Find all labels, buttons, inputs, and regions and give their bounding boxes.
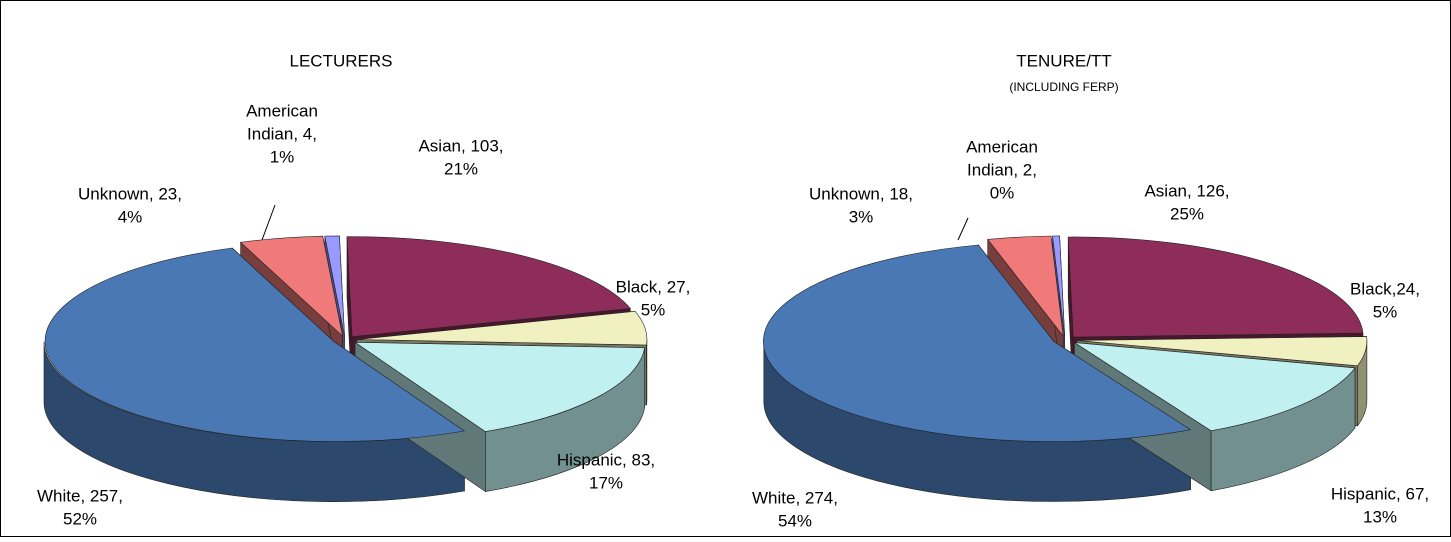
data-label: Asian, 103,: [418, 136, 503, 155]
data-label: Black,24,: [1350, 279, 1420, 298]
chart-title: TENURE/TT: [1016, 51, 1111, 70]
data-label: 54%: [778, 511, 812, 530]
data-label: 21%: [444, 159, 478, 178]
chart-title: LECTURERS: [290, 51, 393, 70]
data-label: White, 257,: [37, 486, 123, 505]
data-label: Black, 27,: [616, 277, 691, 296]
data-label: 5%: [1373, 302, 1398, 321]
data-label: 13%: [1363, 507, 1397, 526]
data-label: 17%: [589, 473, 623, 492]
data-label: Indian, 4,: [247, 124, 317, 143]
chart-subtitle: (INCLUDING FERP): [1009, 80, 1118, 94]
data-label: 5%: [641, 300, 666, 319]
data-label: Hispanic, 83,: [557, 450, 655, 469]
data-label: Asian, 126,: [1144, 181, 1229, 200]
data-label: 52%: [63, 509, 97, 528]
data-label: 3%: [849, 207, 874, 226]
data-label: White, 274,: [752, 488, 838, 507]
data-label: 4%: [118, 207, 143, 226]
data-label: Unknown, 18,: [809, 184, 913, 203]
data-label: 0%: [990, 183, 1015, 202]
data-label: 25%: [1170, 204, 1204, 223]
data-label: Unknown, 23,: [78, 184, 182, 203]
data-label: Indian, 2,: [967, 160, 1037, 179]
data-label: Hispanic, 67,: [1331, 484, 1429, 503]
data-label: American: [966, 137, 1038, 156]
data-label: 1%: [270, 147, 295, 166]
data-label: American: [246, 101, 318, 120]
